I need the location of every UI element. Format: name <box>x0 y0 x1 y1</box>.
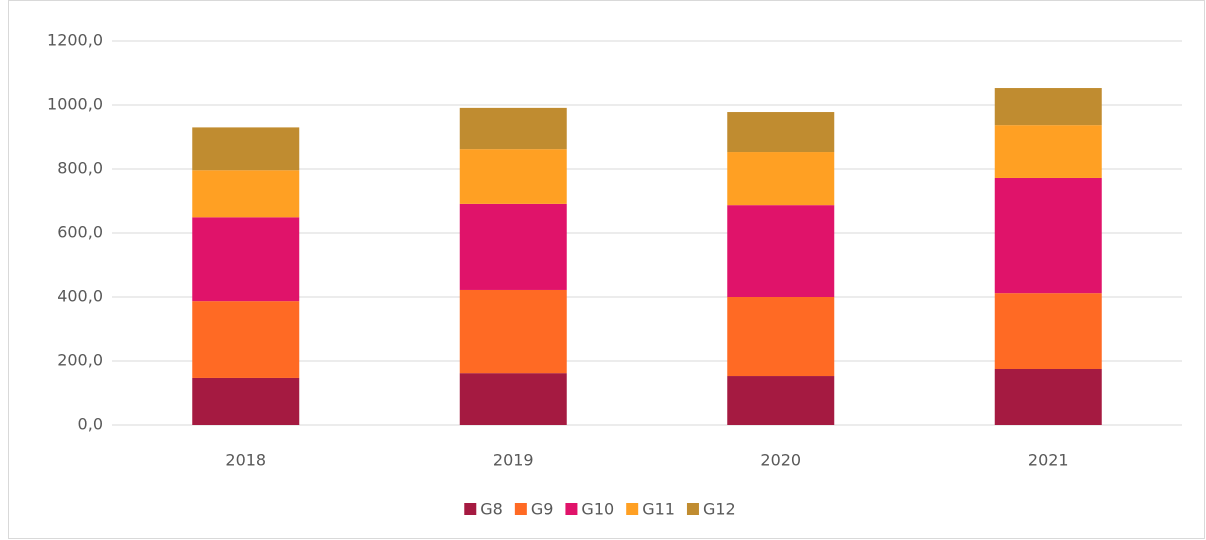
legend-swatch <box>464 503 477 515</box>
y-tick-label: 200,0 <box>57 351 103 370</box>
legend-label: G8 <box>480 500 503 519</box>
x-tick-label: 2018 <box>225 451 266 470</box>
bar-segment <box>459 149 567 204</box>
y-tick-label: 600,0 <box>57 223 103 242</box>
bar-segment <box>192 170 300 218</box>
bar-segment <box>192 127 300 171</box>
bar-segment <box>192 301 300 378</box>
bar-segment <box>727 376 835 425</box>
x-tick-label: 2019 <box>493 451 534 470</box>
bar-segment <box>727 297 835 377</box>
legend-swatch <box>626 503 639 515</box>
bar-segment <box>459 289 567 374</box>
legend-label: G10 <box>581 500 614 519</box>
bar-segment <box>192 217 300 302</box>
bar-segment <box>994 125 1102 178</box>
legend-label: G9 <box>531 500 554 519</box>
bar-segment <box>192 377 300 425</box>
bar-segment <box>727 152 835 206</box>
legend-swatch <box>514 503 527 515</box>
legend-swatch <box>686 503 699 515</box>
bar-segment <box>994 293 1102 369</box>
x-tick-label: 2020 <box>760 451 801 470</box>
bar-segment <box>459 373 567 425</box>
bar-segment <box>727 205 835 297</box>
legend-label: G11 <box>642 500 675 519</box>
legend-swatch <box>565 503 578 515</box>
bar-segment <box>994 177 1102 294</box>
bar-segment <box>994 369 1102 425</box>
y-tick-label: 1000,0 <box>47 95 103 114</box>
bar-segment <box>459 203 567 290</box>
bar-segment <box>994 88 1102 126</box>
y-tick-label: 800,0 <box>57 159 103 178</box>
legend-label: G12 <box>703 500 736 519</box>
bar-segment <box>727 112 835 153</box>
bar-segment <box>459 107 567 150</box>
x-tick-label: 2021 <box>1028 451 1069 470</box>
y-tick-label: 400,0 <box>57 287 103 306</box>
y-tick-label: 0,0 <box>78 415 103 434</box>
y-tick-label: 1200,0 <box>47 31 103 50</box>
